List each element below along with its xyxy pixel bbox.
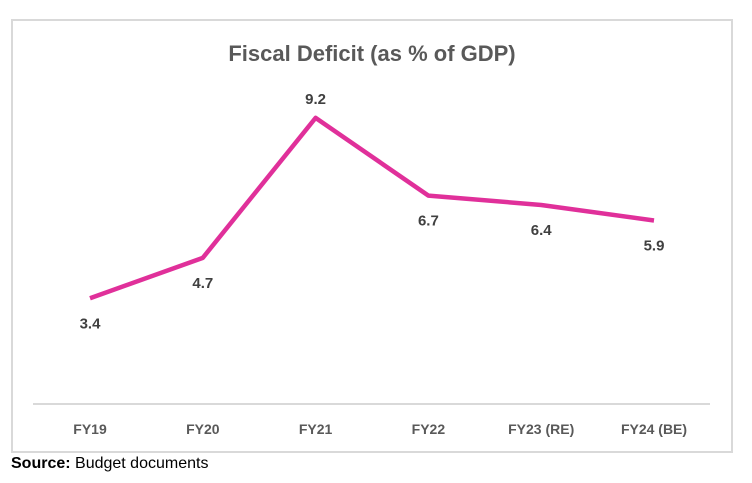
- series-line: [89, 115, 655, 301]
- data-label: 6.7: [418, 213, 439, 230]
- data-label: 4.7: [192, 275, 213, 292]
- data-label: 3.4: [80, 315, 102, 332]
- chart-frame: [11, 19, 733, 453]
- x-tick-label: FY20: [186, 421, 220, 437]
- data-label: 6.4: [531, 222, 553, 239]
- x-tick-label: FY23 (RE): [508, 421, 574, 437]
- source-note: Source: Budget documents: [11, 455, 208, 473]
- x-tick-label: FY22: [412, 421, 446, 437]
- data-label: 9.2: [305, 91, 326, 108]
- data-label: 5.9: [644, 238, 665, 255]
- x-tick-label: FY24 (BE): [621, 421, 687, 437]
- source-text: Budget documents: [70, 455, 209, 472]
- chart-title: Fiscal Deficit (as % of GDP): [228, 41, 515, 66]
- x-tick-label: FY21: [299, 421, 333, 437]
- x-tick-label: FY19: [73, 421, 107, 437]
- source-label: Source:: [11, 455, 71, 472]
